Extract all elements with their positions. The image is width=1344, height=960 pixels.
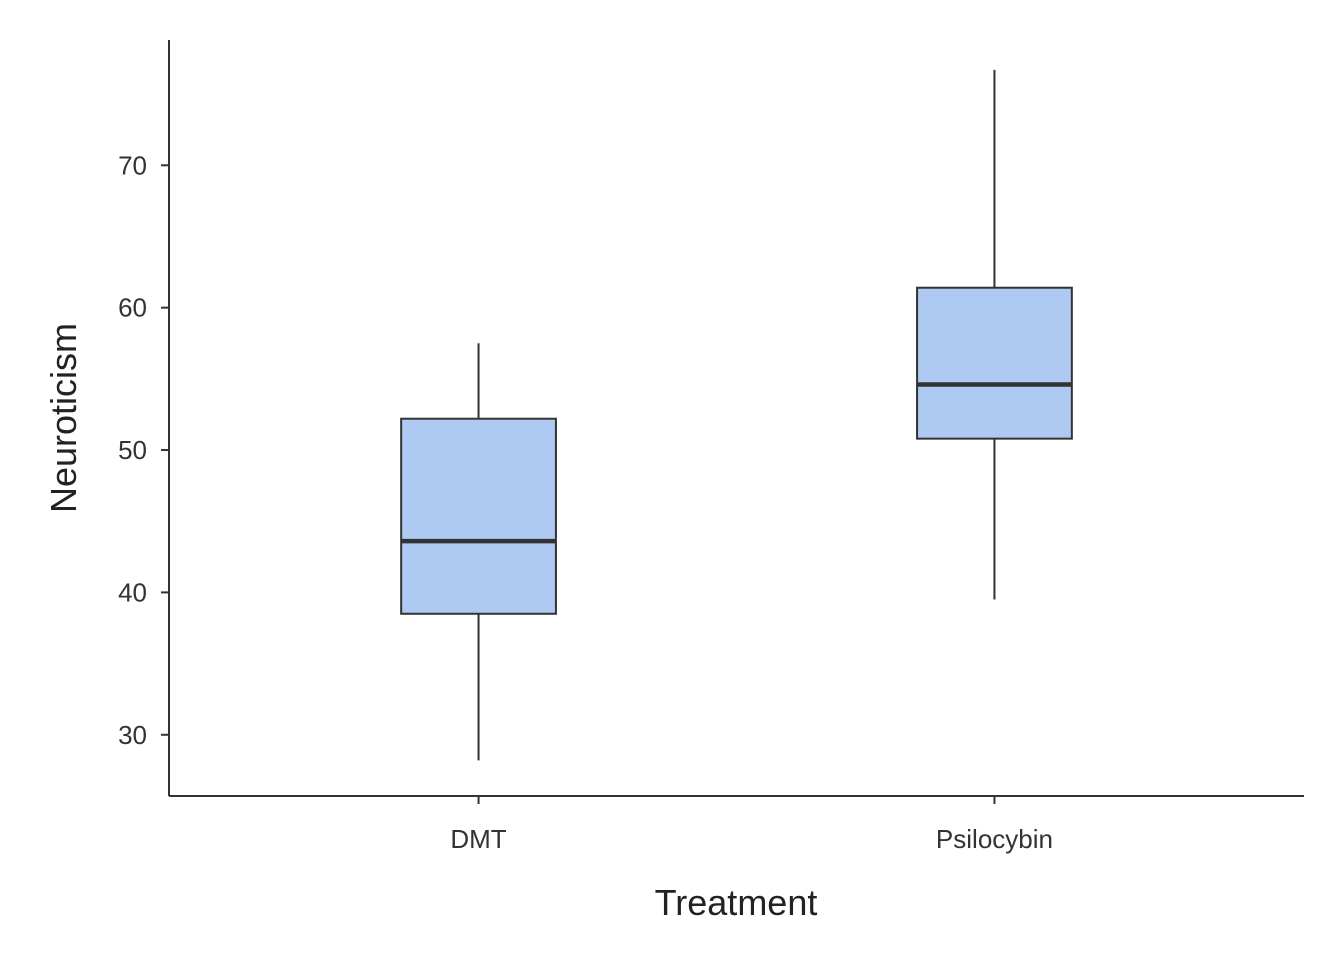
- x-tick-label: DMT: [450, 824, 506, 854]
- y-tick-label: 60: [118, 293, 147, 323]
- y-axis-ticks: 30 40 50 60 70: [118, 150, 169, 750]
- iqr-box: [400, 417, 557, 615]
- x-axis-title: Treatment: [655, 882, 818, 923]
- box-group-dmt: [400, 343, 557, 761]
- box-group-psilocybin: [916, 69, 1073, 600]
- y-tick-label: 50: [118, 435, 147, 465]
- plot-area: [400, 69, 1073, 761]
- x-axis-ticks: DMT Psilocybin: [450, 796, 1053, 854]
- y-tick-label: 30: [118, 720, 147, 750]
- y-tick-label: 40: [118, 577, 147, 607]
- y-tick-label: 70: [118, 150, 147, 180]
- y-axis-title: Neuroticism: [43, 323, 84, 513]
- x-tick-label: Psilocybin: [936, 824, 1053, 854]
- iqr-box: [916, 286, 1073, 440]
